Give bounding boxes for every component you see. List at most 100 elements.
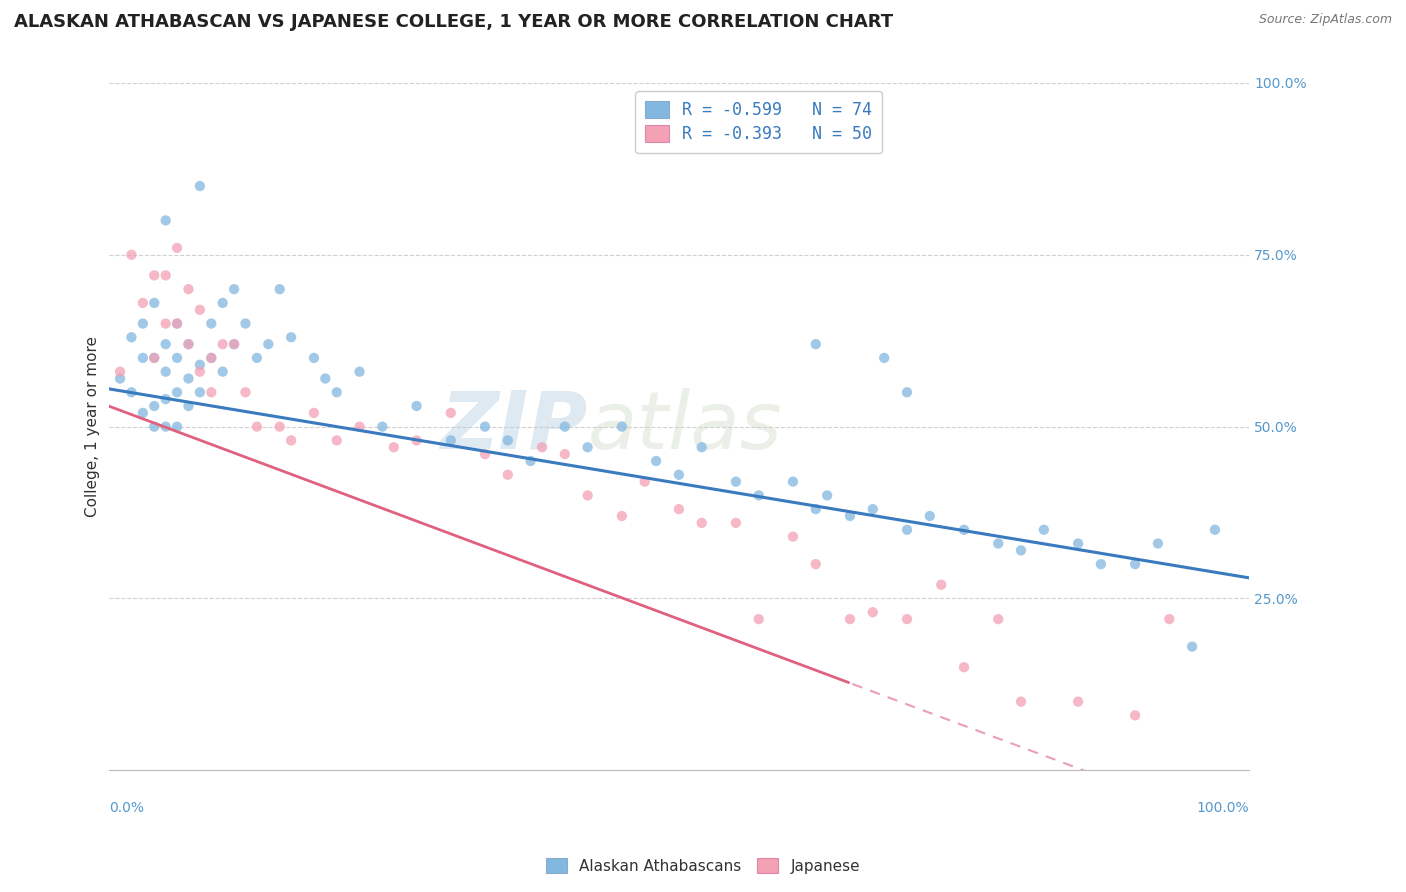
Point xyxy=(748,488,770,502)
Point xyxy=(918,508,941,523)
Point xyxy=(302,406,325,420)
Point xyxy=(1204,523,1226,537)
Point xyxy=(690,440,713,454)
Point xyxy=(155,213,177,227)
Point xyxy=(143,351,166,365)
Point xyxy=(474,419,496,434)
Point xyxy=(896,612,918,626)
Point xyxy=(896,523,918,537)
Point xyxy=(748,612,770,626)
Point xyxy=(177,399,200,413)
Point xyxy=(896,385,918,400)
Point xyxy=(302,351,325,365)
Point xyxy=(177,337,200,351)
Point xyxy=(280,434,302,448)
Point xyxy=(326,385,349,400)
Point xyxy=(132,296,155,310)
Point xyxy=(1032,523,1054,537)
Point xyxy=(200,385,222,400)
Point xyxy=(576,488,599,502)
Text: 0.0%: 0.0% xyxy=(108,801,143,814)
Point xyxy=(554,419,576,434)
Point xyxy=(269,282,291,296)
Point xyxy=(668,502,690,516)
Point xyxy=(326,434,349,448)
Point xyxy=(724,475,747,489)
Point xyxy=(200,351,222,365)
Point xyxy=(862,502,884,516)
Point xyxy=(1010,543,1032,558)
Point xyxy=(953,660,976,674)
Point xyxy=(610,419,633,434)
Point xyxy=(143,399,166,413)
Point xyxy=(132,351,155,365)
Point xyxy=(1090,557,1112,571)
Point xyxy=(1010,695,1032,709)
Point xyxy=(724,516,747,530)
Point xyxy=(690,516,713,530)
Point xyxy=(155,268,177,283)
Point xyxy=(349,365,371,379)
Point xyxy=(987,536,1010,550)
Point xyxy=(246,419,269,434)
Point xyxy=(405,399,427,413)
Point xyxy=(668,467,690,482)
Point xyxy=(166,317,188,331)
Point xyxy=(132,317,155,331)
Point xyxy=(1067,536,1090,550)
Point xyxy=(804,557,827,571)
Point xyxy=(440,406,463,420)
Point xyxy=(166,385,188,400)
Point xyxy=(222,282,245,296)
Point xyxy=(873,351,896,365)
Point xyxy=(531,440,554,454)
Point xyxy=(143,419,166,434)
Point xyxy=(211,365,233,379)
Point xyxy=(222,337,245,351)
Point xyxy=(177,371,200,385)
Point xyxy=(120,330,142,344)
Point xyxy=(496,434,519,448)
Point xyxy=(235,317,257,331)
Point xyxy=(166,419,188,434)
Point xyxy=(349,419,371,434)
Point xyxy=(166,317,188,331)
Point xyxy=(120,248,142,262)
Point xyxy=(200,351,222,365)
Point xyxy=(1123,708,1146,723)
Text: 100.0%: 100.0% xyxy=(1197,801,1249,814)
Point xyxy=(188,365,211,379)
Point xyxy=(143,351,166,365)
Point xyxy=(804,337,827,351)
Point xyxy=(929,578,952,592)
Point xyxy=(269,419,291,434)
Point xyxy=(257,337,280,351)
Point xyxy=(382,440,405,454)
Point xyxy=(1181,640,1204,654)
Point xyxy=(862,605,884,619)
Point xyxy=(155,337,177,351)
Point xyxy=(155,317,177,331)
Point xyxy=(155,392,177,406)
Point xyxy=(519,454,541,468)
Legend: Alaskan Athabascans, Japanese: Alaskan Athabascans, Japanese xyxy=(540,852,866,880)
Point xyxy=(188,179,211,194)
Point xyxy=(166,351,188,365)
Point xyxy=(953,523,976,537)
Point xyxy=(405,434,427,448)
Text: ZIP: ZIP xyxy=(440,388,588,466)
Point xyxy=(108,371,131,385)
Text: ALASKAN ATHABASCAN VS JAPANESE COLLEGE, 1 YEAR OR MORE CORRELATION CHART: ALASKAN ATHABASCAN VS JAPANESE COLLEGE, … xyxy=(14,13,893,31)
Point xyxy=(839,508,862,523)
Point xyxy=(371,419,394,434)
Point xyxy=(132,406,155,420)
Point xyxy=(1067,695,1090,709)
Point xyxy=(1147,536,1170,550)
Point xyxy=(987,612,1010,626)
Point xyxy=(108,365,131,379)
Point xyxy=(782,530,804,544)
Point xyxy=(200,317,222,331)
Point xyxy=(166,241,188,255)
Point xyxy=(188,358,211,372)
Point xyxy=(143,296,166,310)
